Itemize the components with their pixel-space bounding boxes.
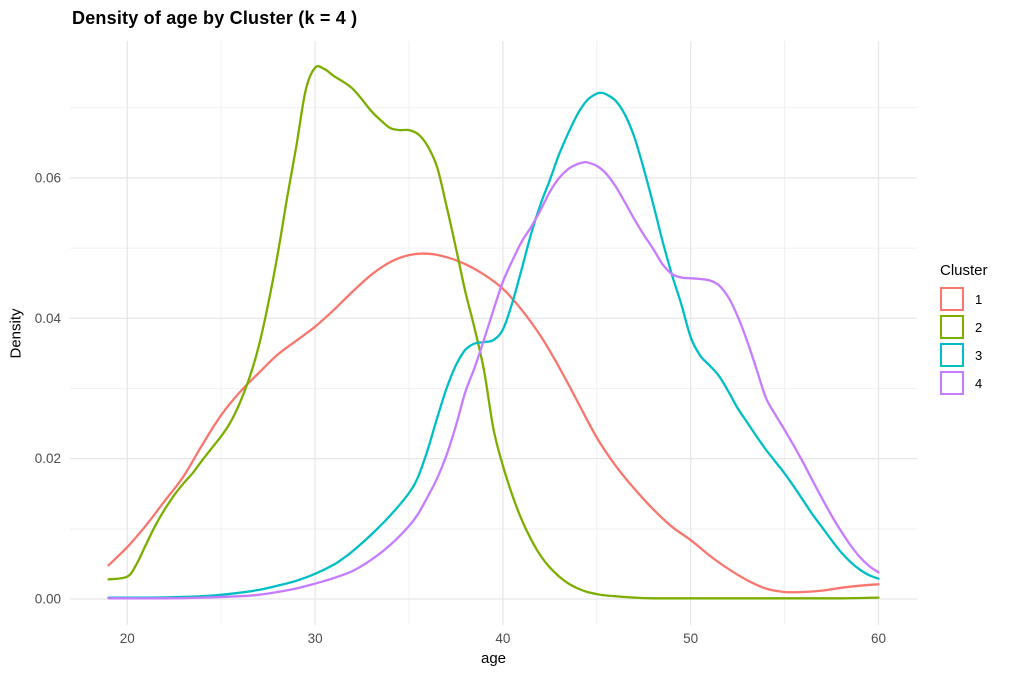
legend-item-label: 3 [975,347,983,363]
legend-item-cluster-4: 4 [940,371,988,395]
legend-item-cluster-3: 3 [940,343,988,367]
y-tick-label: 0.06 [35,170,61,185]
density-curve-cluster-2 [107,65,880,600]
legend-key-swatch [940,315,964,339]
legend-item-label: 2 [975,319,983,335]
x-tick-label: 50 [683,631,698,646]
x-tick-label: 20 [120,631,135,646]
density-curve-cluster-3 [107,91,880,599]
legend-key-swatch [940,287,964,311]
legend-key-swatch [940,371,964,395]
legend-item-label: 1 [975,291,983,307]
y-axis-title: Density [7,308,25,359]
legend-item-cluster-2: 2 [940,315,988,339]
x-axis-title: age [480,650,507,667]
legend-item-label: 4 [975,375,983,391]
chart-title: Density of age by Cluster (k = 4 ) [72,8,358,28]
legend: Cluster 1 2 3 4 [940,262,988,399]
x-tick-label: 30 [308,631,323,646]
y-tick-label: 0.04 [35,311,62,326]
y-tick-label: 0.00 [35,592,61,607]
legend-title: Cluster [940,262,988,279]
density-curve-cluster-1 [107,252,880,594]
legend-key-swatch [940,343,964,367]
x-tick-label: 60 [871,631,886,646]
x-tick-label: 40 [495,631,510,646]
y-tick-label: 0.02 [35,451,61,466]
legend-item-cluster-1: 1 [940,287,988,311]
density-curve-cluster-4 [107,160,880,600]
legend-items: 1 2 3 4 [940,287,988,395]
